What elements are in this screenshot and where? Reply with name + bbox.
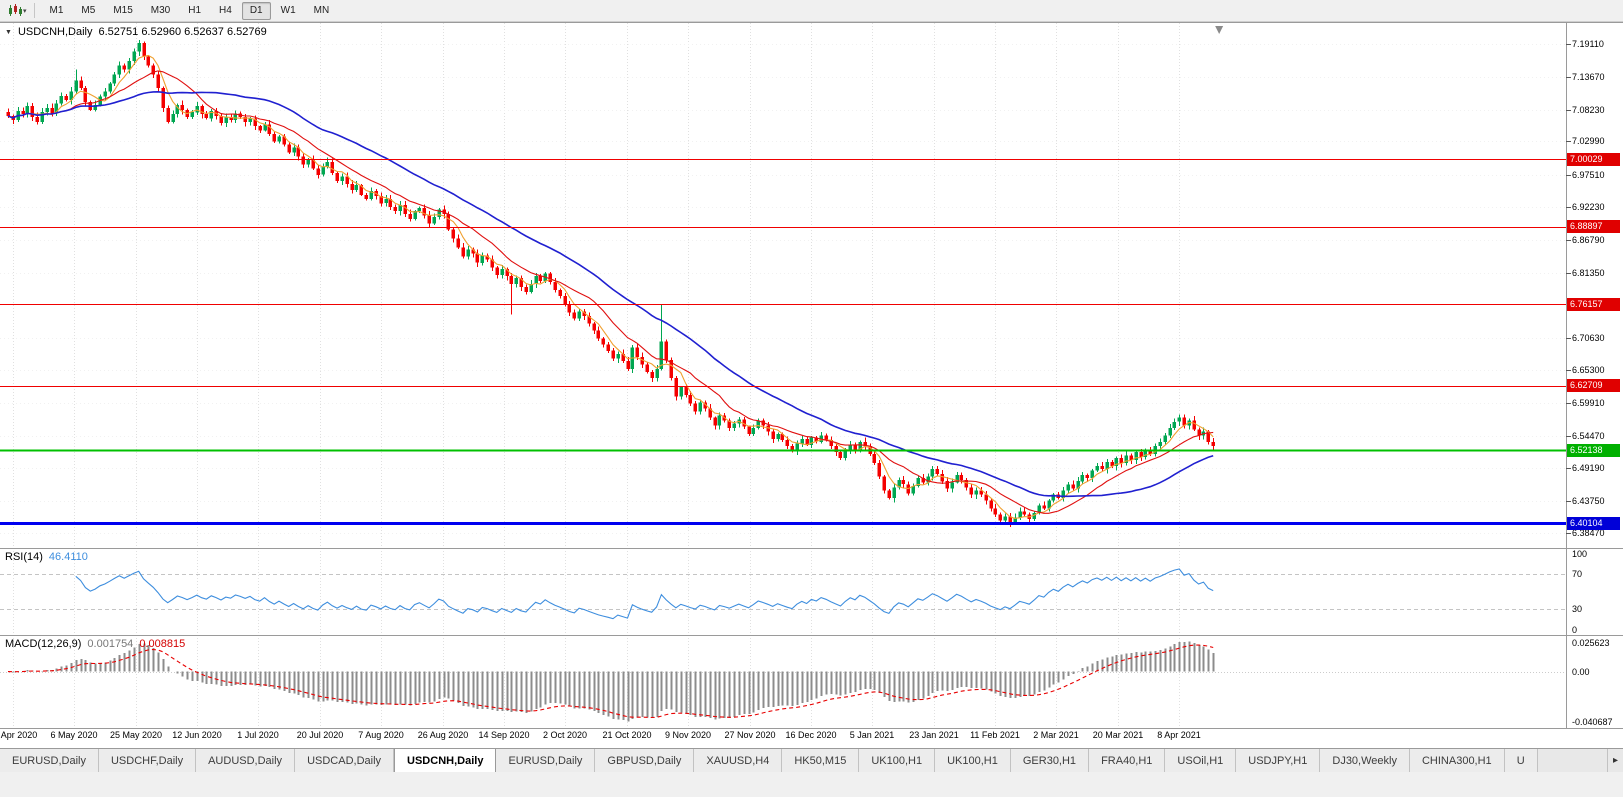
chart-canvas[interactable] xyxy=(0,23,1623,748)
tab-17-u[interactable]: U xyxy=(1504,749,1538,772)
tab-16-china300-h1[interactable]: CHINA300,H1 xyxy=(1409,749,1505,772)
tab-14-usdjpy-h1[interactable]: USDJPY,H1 xyxy=(1236,749,1321,772)
ma-34-line xyxy=(7,90,1214,498)
period-button-h1[interactable]: H1 xyxy=(188,4,202,16)
macd-histogram xyxy=(12,641,1215,722)
tab-15-dj30-weekly[interactable]: DJ30,Weekly xyxy=(1320,749,1410,772)
period-button-mn[interactable]: MN xyxy=(313,4,330,16)
tab-5-eurusd-daily[interactable]: EURUSD,Daily xyxy=(496,749,596,772)
chart-type-icon[interactable]: ▾ xyxy=(5,3,30,18)
macd-signal-line xyxy=(7,644,1214,719)
pane-separators xyxy=(0,23,1623,729)
period-button-d1[interactable]: D1 xyxy=(241,1,271,20)
tab-4-usdcnh-daily[interactable]: USDCNH,Daily xyxy=(394,749,497,772)
tab-0-eurusd-daily[interactable]: EURUSD,Daily xyxy=(0,749,99,772)
tab-3-usdcad-daily[interactable]: USDCAD,Daily xyxy=(295,749,395,772)
chart-window: ▼ USDCNH,Daily 6.52751 6.52960 6.52637 6… xyxy=(0,22,1623,748)
horizontal-level-lines xyxy=(0,158,1566,525)
timeframe-toolbar: ▾ M1 M5 M15 M30 H1 H4 D1 W1 MN xyxy=(0,0,1623,22)
macd-pane xyxy=(0,641,1566,722)
tab-1-usdchf-daily[interactable]: USDCHF,Daily xyxy=(98,749,197,772)
tab-8-hk50-m15[interactable]: HK50,M15 xyxy=(782,749,860,772)
period-button-m5[interactable]: M5 xyxy=(81,4,96,16)
chart-tab-bar: EURUSD,Daily USDCHF,Daily AUDUSD,Daily USDC… xyxy=(0,748,1623,772)
rsi-pane xyxy=(0,568,1566,620)
chevron-down-icon: ▾ xyxy=(23,7,27,15)
tab-12-fra40-h1[interactable]: FRA40,H1 xyxy=(1089,749,1166,772)
chart-shift-marker[interactable] xyxy=(1215,26,1224,34)
tab-scroll-right-icon[interactable]: ▸ xyxy=(1606,749,1623,772)
tab-10-uk100-h1[interactable]: UK100,H1 xyxy=(935,749,1011,772)
period-button-m30[interactable]: M30 xyxy=(150,4,171,16)
period-button-m15[interactable]: M15 xyxy=(113,4,133,16)
rsi-line xyxy=(75,568,1214,620)
tab-6-gbpusd-daily[interactable]: GBPUSD,Daily xyxy=(595,749,695,772)
tab-9-uk100-h1[interactable]: UK100,H1 xyxy=(859,749,936,772)
ma-5-line xyxy=(7,54,1214,519)
ma-13-line xyxy=(7,70,1214,514)
tab-13-usoil-h1[interactable]: USOil,H1 xyxy=(1165,749,1237,772)
moving-average-lines xyxy=(7,54,1214,519)
tab-11-ger30-h1[interactable]: GER30,H1 xyxy=(1010,749,1090,772)
period-button-m1[interactable]: M1 xyxy=(49,4,64,16)
grid-lines xyxy=(0,23,1566,728)
tab-2-audusd-daily[interactable]: AUDUSD,Daily xyxy=(196,749,296,772)
toolbar-separator xyxy=(33,3,35,18)
period-button-h4[interactable]: H4 xyxy=(219,4,232,16)
tab-7-xauusd-h4[interactable]: XAUUSD,H4 xyxy=(694,749,783,772)
candlestick-chart-icon xyxy=(9,4,22,16)
period-button-w1[interactable]: W1 xyxy=(280,4,296,16)
period-buttons-group: M1 M5 M15 M30 H1 H4 D1 W1 MN xyxy=(41,1,339,20)
